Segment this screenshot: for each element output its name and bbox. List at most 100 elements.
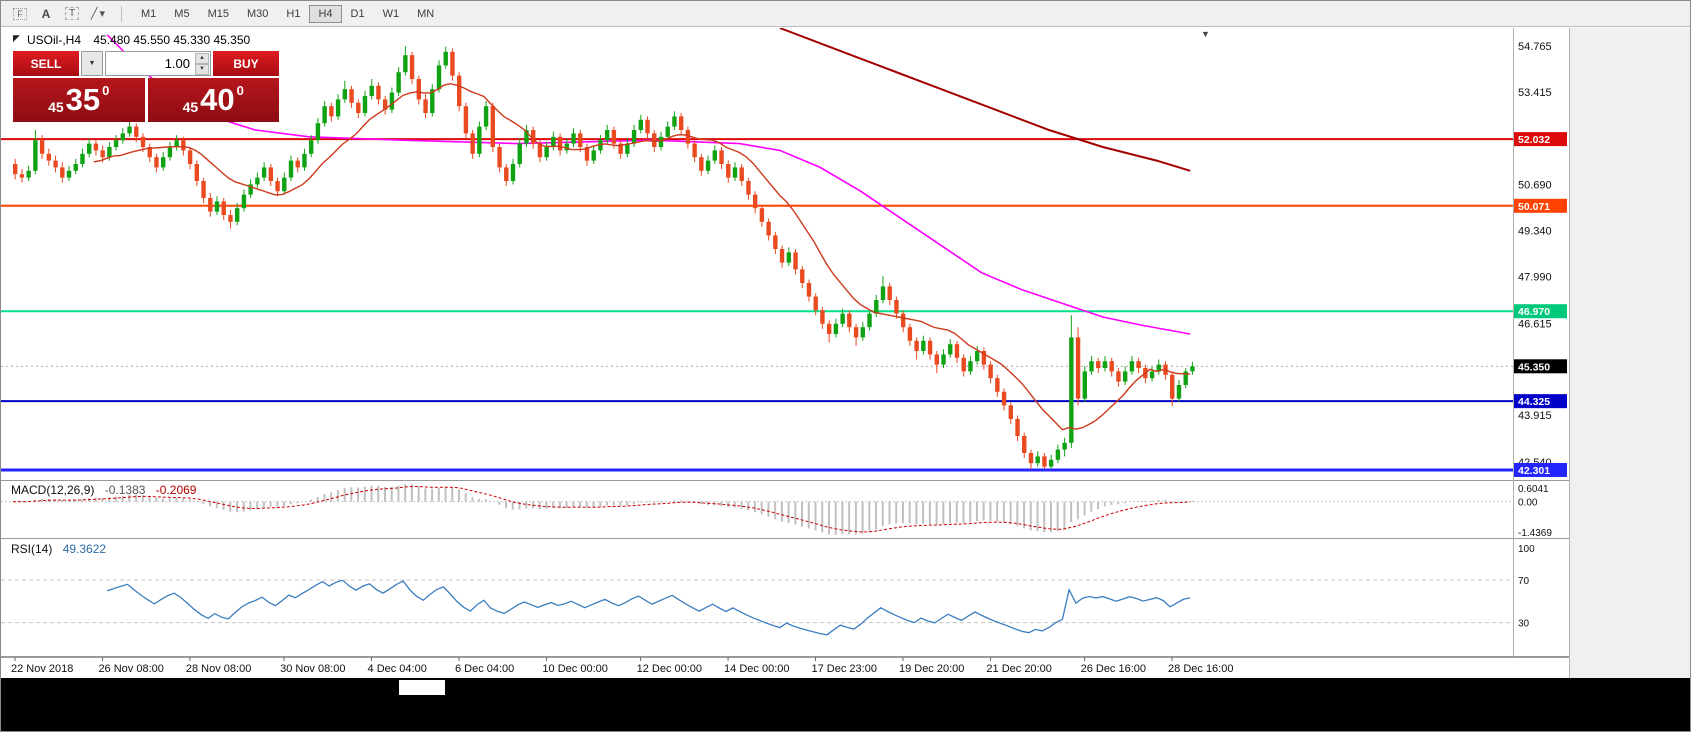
- buy-price-display[interactable]: 45 40 0: [147, 78, 279, 122]
- timeframe-w1-button[interactable]: W1: [382, 7, 400, 20]
- candle-body: [537, 143, 543, 158]
- timeframe-m30-button[interactable]: M30: [246, 7, 269, 20]
- candle-body: [665, 126, 670, 137]
- candle-body: [793, 252, 798, 270]
- stamp-tool-button[interactable]: F: [7, 4, 33, 24]
- candle-body: [820, 310, 825, 324]
- candle-body: [46, 153, 52, 161]
- time-axis[interactable]: [1, 657, 1569, 678]
- candle-body: [73, 164, 78, 171]
- time-tick-label: 10 Dec 00:00: [542, 663, 607, 675]
- price-badge: [1514, 462, 1567, 477]
- candle-body: [813, 296, 818, 311]
- candle-body: [376, 85, 381, 100]
- rsi-value: 49.3622: [62, 542, 107, 556]
- timeframe-h1-button[interactable]: H1: [286, 7, 301, 20]
- buy-button[interactable]: BUY: [213, 51, 279, 76]
- candle-body: [1136, 361, 1141, 368]
- candle-body: [604, 130, 610, 141]
- candle-body: [692, 143, 697, 158]
- candle-body: [382, 99, 388, 110]
- candle-body: [726, 164, 731, 178]
- time-tick-label: 6 Dec 04:00: [455, 663, 514, 675]
- timeframe-h4-button[interactable]: H4: [309, 4, 342, 23]
- candle-body: [907, 327, 913, 341]
- candle-body: [712, 150, 718, 161]
- candle-body: [409, 55, 415, 79]
- candle-body: [1075, 337, 1081, 399]
- spinner-up-button[interactable]: ▲: [195, 53, 209, 64]
- timeframe-m5-button[interactable]: M5: [174, 7, 190, 20]
- candle-body: [941, 354, 946, 365]
- text-label-tool-button[interactable]: A: [33, 4, 59, 24]
- candle-body: [86, 143, 92, 154]
- sell-price-sup: 0: [102, 83, 110, 98]
- candle-body: [228, 215, 233, 222]
- volume-dropdown-button[interactable]: ▼: [81, 51, 103, 76]
- time-tick-label: 12 Dec 00:00: [637, 663, 702, 675]
- time-tick-label: 19 Dec 20:00: [899, 663, 964, 675]
- draw-line-tool-button[interactable]: ╱ ▾: [85, 4, 111, 24]
- chevron-down-icon: ▼: [88, 60, 96, 67]
- timeframe-d1-button[interactable]: D1: [350, 7, 365, 20]
- candle-body: [60, 167, 65, 178]
- chart-header: USOil-,H4 45.480 45.550 45.330 45.350: [27, 33, 250, 47]
- candle-body: [275, 181, 280, 192]
- candle-body: [853, 327, 859, 338]
- timeframe-m1-button[interactable]: M1: [141, 7, 157, 20]
- candle-body: [1102, 361, 1108, 368]
- price-badge-label: 44.325: [1518, 396, 1550, 408]
- macd-indicator-label: MACD(12,26,9) -0.1383 -0.2069: [11, 483, 196, 497]
- candle-body: [53, 160, 58, 168]
- candle-body: [578, 133, 583, 147]
- price-shift-marker-icon[interactable]: ▼: [1201, 29, 1210, 39]
- candle-body: [584, 147, 590, 161]
- candle-body: [968, 361, 973, 372]
- candle-body: [746, 181, 751, 195]
- timeframe-m15-button[interactable]: M15: [207, 7, 229, 20]
- sell-price-display[interactable]: 45 35 0: [13, 78, 145, 122]
- candle-body: [685, 130, 691, 144]
- right-empty-panel: [1569, 28, 1690, 678]
- candle-body: [900, 313, 906, 328]
- candle-body: [1028, 453, 1034, 464]
- candle-body: [840, 313, 845, 324]
- candle-body: [564, 143, 570, 151]
- candle-body: [1116, 371, 1121, 382]
- time-tick-label: 30 Nov 08:00: [280, 663, 345, 675]
- candle-body: [699, 157, 704, 171]
- candle-body: [208, 198, 213, 212]
- candle-body: [961, 357, 966, 372]
- spinner-down-button[interactable]: ▼: [195, 64, 209, 75]
- text-frame-tool-icon: T: [64, 7, 80, 20]
- volume-spinner: ▲ ▼: [195, 53, 209, 75]
- macd-name: MACD(12,26,9): [11, 483, 95, 497]
- timeframe-mn-button[interactable]: MN: [417, 7, 435, 20]
- candle-body: [645, 119, 650, 134]
- candle-body: [19, 174, 25, 178]
- candle-body: [140, 136, 146, 147]
- buy-price-sup: 0: [236, 83, 244, 98]
- candle-body: [934, 354, 939, 365]
- candle-body: [66, 170, 72, 178]
- rsi-axis-label: 100: [1518, 544, 1535, 555]
- candle-body: [456, 75, 462, 107]
- price-badge-label: 52.032: [1518, 134, 1550, 146]
- candle-body: [396, 72, 401, 93]
- time-tick-label: 14 Dec 00:00: [724, 663, 789, 675]
- candle-body: [752, 194, 758, 209]
- candle-body: [1048, 459, 1054, 467]
- candle-body: [154, 157, 159, 168]
- time-tick-label: 26 Dec 16:00: [1081, 663, 1146, 675]
- candle-body: [557, 136, 563, 151]
- candle-body: [732, 167, 738, 178]
- annotation-tool-group: F A T ╱ ▾: [7, 4, 111, 24]
- sell-button[interactable]: SELL: [13, 51, 79, 76]
- candle-body: [1129, 361, 1135, 372]
- text-frame-tool-button[interactable]: T: [59, 4, 85, 24]
- timeframe-group: M1 M5 M15 M30 H1 H4 D1 W1 MN: [132, 4, 443, 23]
- candle-body: [187, 150, 193, 164]
- volume-input[interactable]: 1.00 ▲ ▼: [105, 51, 211, 76]
- rsi-axis-label: 70: [1518, 576, 1530, 587]
- chart-canvas[interactable]: 0.6041 0.00 -1.4369 100 70 30 54.765 53.415 50.6…: [1, 28, 1691, 678]
